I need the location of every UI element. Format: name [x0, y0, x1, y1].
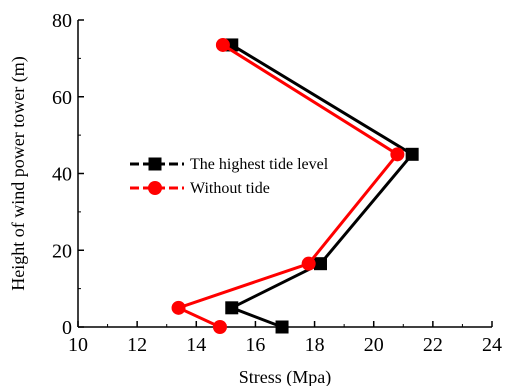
y-tick-label: 60	[52, 87, 72, 109]
axes: 10 12 14 16 18 20 22 24 0 20 40 60 80	[52, 10, 502, 356]
x-tick-label: 20	[364, 334, 384, 356]
data-point	[212, 320, 227, 334]
legend-label: Without tide	[190, 180, 270, 197]
data-point	[313, 257, 327, 271]
y-tick-label: 80	[52, 10, 72, 32]
legend-marker	[148, 181, 162, 195]
data-point	[405, 147, 419, 161]
x-tick-label: 16	[245, 334, 265, 356]
x-tick-label: 14	[186, 334, 206, 356]
data-point	[215, 37, 230, 52]
data-point	[390, 147, 405, 162]
y-tick-label: 40	[52, 164, 72, 186]
data-point	[171, 300, 186, 315]
x-tick-label: 22	[423, 334, 443, 356]
x-tick-label: 12	[127, 334, 147, 356]
y-tick-label: 20	[52, 240, 72, 262]
series-without-tide	[171, 37, 405, 334]
legend: The highest tide level Without tide	[130, 156, 329, 197]
data-point	[275, 320, 289, 334]
x-axis-label: Stress (Mpa)	[239, 367, 332, 386]
y-axis-label: Height of wind power tower (m)	[8, 56, 29, 290]
legend-marker	[148, 157, 162, 171]
data-point	[301, 256, 316, 271]
series-layer	[171, 37, 419, 334]
data-point	[225, 301, 239, 315]
x-tick-label: 24	[482, 334, 502, 356]
x-tick-label: 10	[68, 334, 88, 356]
legend-label: The highest tide level	[190, 156, 329, 173]
y-tick-label: 0	[62, 317, 72, 339]
x-tick-label: 18	[305, 334, 325, 356]
